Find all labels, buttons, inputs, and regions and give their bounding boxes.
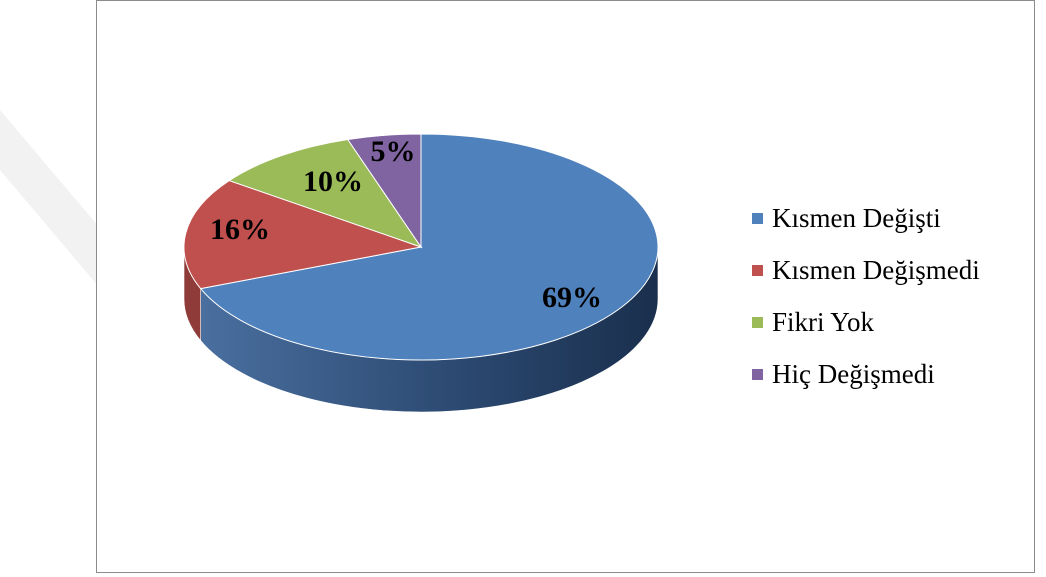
pie-slice-hic-degismedi (346, 133, 422, 249)
pie-slices (183, 133, 659, 361)
legend-swatch-fikri-yok (752, 316, 763, 328)
legend-label-kismen-degismedi: Kısmen Değişmedi (772, 254, 980, 285)
legend-item-kismen-degisti: Kısmen Değişti (752, 192, 980, 244)
legend-item-hic-degismedi: Hiç Değişmedi (752, 348, 980, 400)
data-label-hic-degismedi: 5% (371, 135, 416, 168)
legend-item-kismen-degismedi: Kısmen Değişmedi (752, 244, 980, 296)
legend-label-kismen-degisti: Kısmen Değişti (772, 202, 941, 233)
data-label-kismen-degismedi: 16% (210, 213, 270, 246)
pie-slice-kismen-degisti (199, 133, 659, 361)
legend: Kısmen Değişti Kısmen Değişmedi Fikri Yo… (752, 192, 980, 400)
watermark-logo (0, 110, 110, 300)
legend-swatch-hic-degismedi (752, 368, 763, 380)
legend-item-fikri-yok: Fikri Yok (752, 296, 980, 348)
legend-swatch-kismen-degisti (752, 212, 763, 224)
data-label-kismen-degisti: 69% (542, 281, 602, 314)
data-label-fikri-yok: 10% (303, 165, 363, 198)
pie-slice-fikri-yok (228, 138, 423, 248)
legend-swatch-kismen-degismedi (752, 264, 763, 276)
pie-data-labels: 69% 16% 10%5% (210, 135, 602, 314)
legend-label-fikri-yok: Fikri Yok (772, 306, 875, 337)
legend-label-hic-degismedi: Hiç Değişmedi (772, 358, 935, 389)
pie-slice-kismen-degismedi (183, 180, 423, 290)
